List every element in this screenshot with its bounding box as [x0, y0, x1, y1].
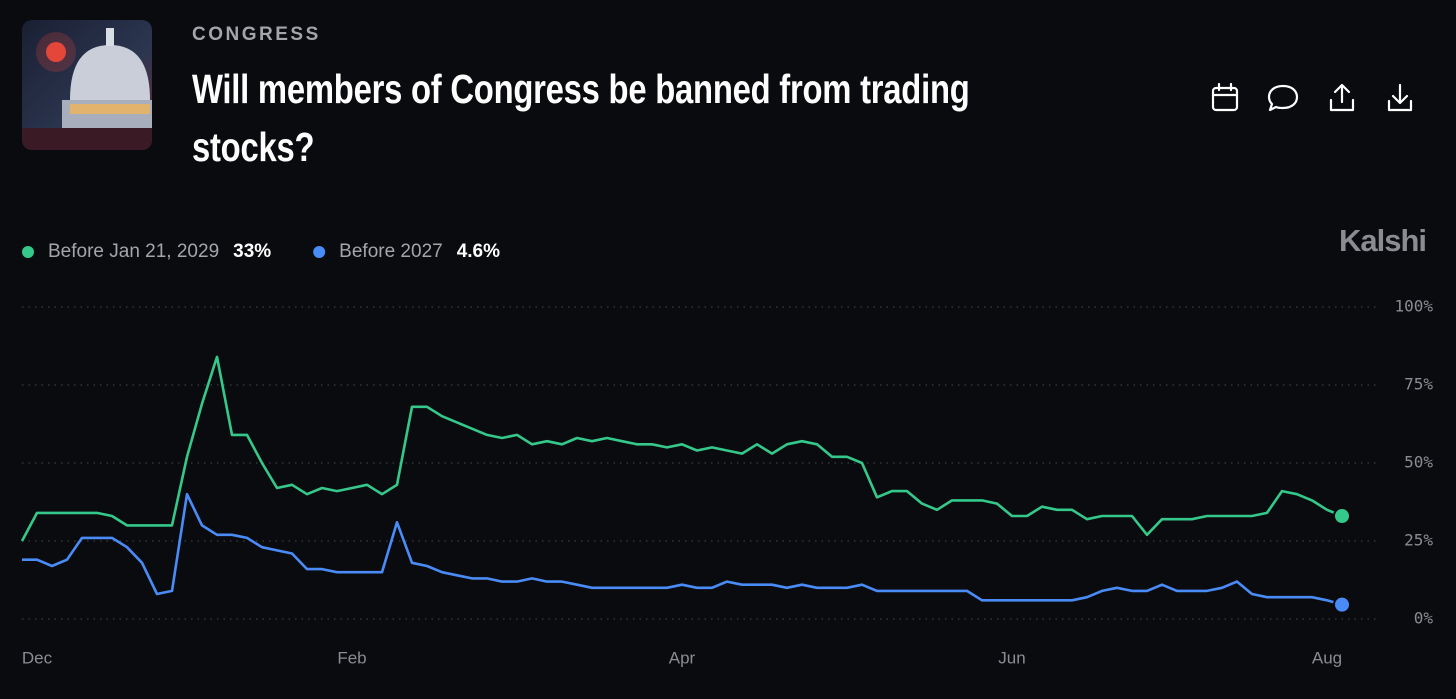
legend-label: Before 2027	[339, 241, 443, 262]
series-line	[20, 355, 1343, 542]
y-tick-label: 100%	[1394, 297, 1433, 316]
x-tick-label: Dec	[22, 648, 53, 667]
calendar-icon[interactable]	[1211, 82, 1239, 112]
legend-swatch	[22, 246, 34, 258]
legend-value: 33%	[233, 241, 271, 262]
market-title: Will members of Congress be banned from …	[192, 66, 970, 170]
share-icon[interactable]	[1329, 83, 1355, 112]
legend-swatch	[313, 246, 326, 258]
y-tick-label: 50%	[1404, 453, 1433, 472]
end-point	[1333, 507, 1351, 526]
x-tick-label: Feb	[337, 648, 366, 667]
x-tick-label: Apr	[669, 648, 696, 667]
y-tick-label: 75%	[1404, 375, 1433, 394]
y-tick-label: 0%	[1414, 609, 1434, 628]
y-tick-label: 25%	[1404, 531, 1433, 550]
x-tick-label: Jun	[998, 648, 1025, 667]
comment-icon[interactable]	[1267, 84, 1299, 112]
x-tick-label: Aug	[1312, 648, 1342, 667]
brand-logo: Kalshi	[1339, 223, 1426, 258]
legend-label: Before Jan 21, 2029	[48, 241, 219, 262]
category-label: CONGRESS	[192, 24, 321, 45]
series-line	[22, 492, 1343, 606]
legend-value: 4.6%	[457, 241, 500, 262]
download-icon[interactable]	[1387, 83, 1413, 112]
market-thumbnail	[22, 20, 152, 150]
end-point	[1333, 595, 1351, 614]
